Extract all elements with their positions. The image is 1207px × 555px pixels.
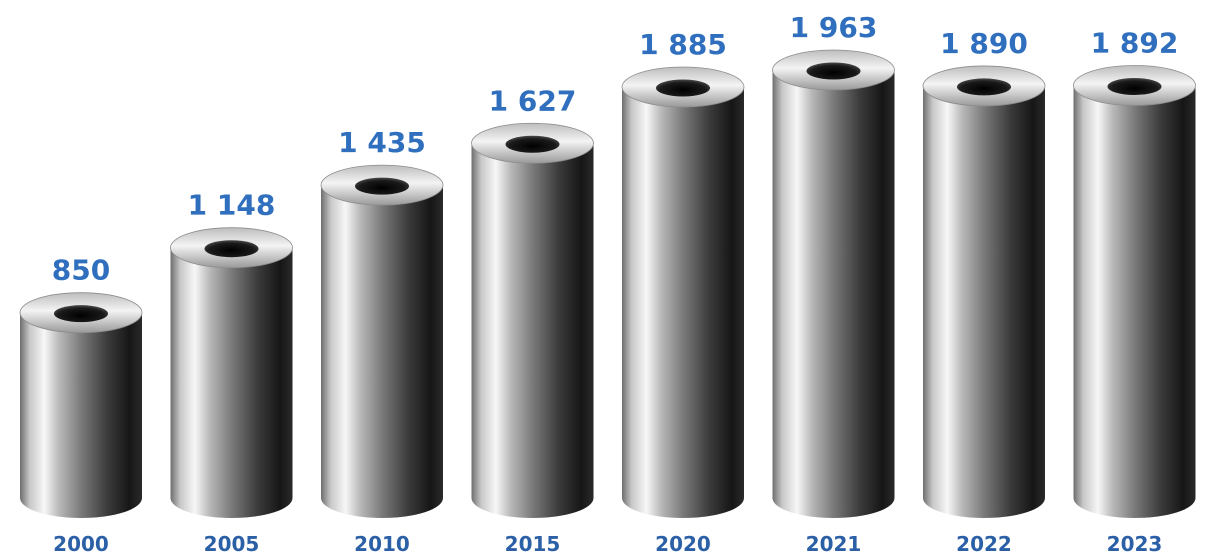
- category-label: 2021: [806, 532, 862, 555]
- category-label: 2010: [354, 532, 410, 555]
- value-label: 1 627: [489, 84, 577, 117]
- value-label: 1 148: [188, 189, 276, 222]
- tube-body: [321, 185, 443, 518]
- tube-bar: [170, 227, 293, 518]
- tube-body: [1073, 85, 1196, 519]
- value-label: 1 435: [338, 126, 426, 159]
- tube-hole: [355, 177, 409, 195]
- tube-bar: [772, 49, 895, 518]
- category-label: 2015: [505, 532, 561, 555]
- tube-hole: [204, 240, 259, 258]
- category-label: 2000: [53, 532, 109, 555]
- tube-bar: [471, 122, 594, 518]
- tube-hole: [505, 135, 560, 153]
- tube-bar: [320, 164, 444, 518]
- tube-bar: [621, 66, 745, 518]
- tube-bar: [19, 292, 143, 518]
- labels-group: 850 2000 1 148 2005 1 435 2010 1 627 2015 1 885 2…: [52, 11, 1179, 555]
- category-label: 2022: [956, 532, 1012, 555]
- category-label: 2023: [1107, 532, 1163, 555]
- category-label: 2005: [204, 532, 260, 555]
- tube-hole: [957, 78, 1011, 96]
- value-label: 1 890: [940, 27, 1028, 60]
- category-label: 2020: [655, 532, 711, 555]
- tube-bar: [1073, 65, 1196, 519]
- tube-hole: [1107, 77, 1162, 95]
- tube-bar: [922, 65, 1046, 519]
- value-label: 1 885: [639, 28, 727, 61]
- tube-hole: [806, 62, 861, 80]
- tube-body: [622, 87, 744, 518]
- value-label: 850: [52, 254, 110, 287]
- tube-hole: [54, 305, 108, 323]
- value-label: 1 963: [790, 11, 878, 44]
- tube-hole: [656, 79, 710, 97]
- tube-body: [471, 143, 594, 518]
- tube-body: [20, 312, 142, 518]
- value-label: 1 892: [1091, 26, 1179, 59]
- tube-body: [923, 85, 1045, 519]
- tube-body: [170, 247, 293, 518]
- tubes-group: [19, 49, 1196, 519]
- tube-body: [772, 70, 895, 518]
